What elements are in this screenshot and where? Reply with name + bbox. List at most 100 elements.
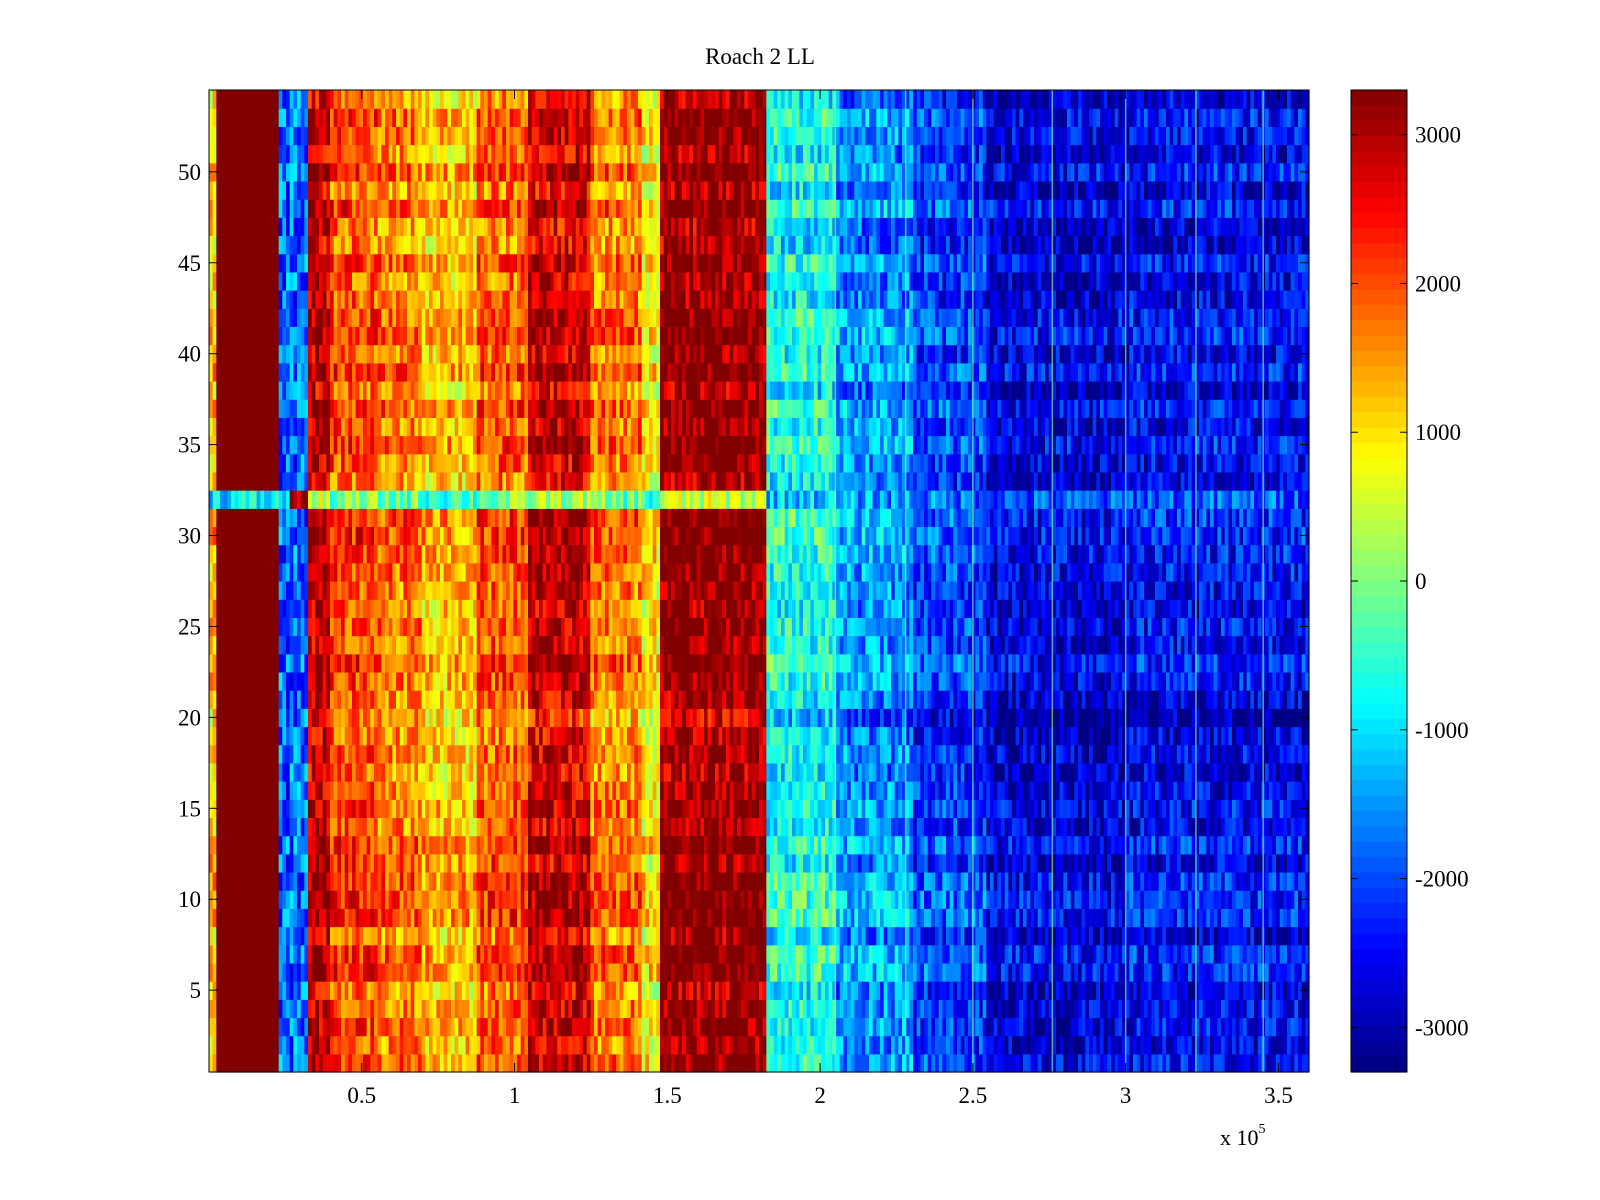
heatmap-cell: [748, 926, 753, 946]
heatmap-cell: [722, 999, 727, 1019]
heatmap-cell: [1239, 1017, 1244, 1037]
heatmap-cell: [231, 817, 236, 837]
heatmap-cell: [843, 871, 848, 891]
heatmap-cell: [821, 871, 826, 891]
heatmap-cell: [1188, 1017, 1193, 1037]
heatmap-cell: [293, 908, 298, 928]
heatmap-cell: [638, 871, 643, 891]
heatmap-cell: [1114, 999, 1119, 1019]
heatmap-cell: [396, 1035, 401, 1055]
heatmap-cell: [388, 799, 393, 819]
heatmap-cell: [1213, 871, 1218, 891]
heatmap-cell: [359, 944, 364, 964]
heatmap-cell: [385, 890, 390, 909]
heatmap-cell: [381, 781, 386, 800]
heatmap-cell: [385, 835, 390, 855]
heatmap-cell: [839, 762, 844, 782]
heatmap-cell: [913, 981, 918, 1000]
heatmap-cell: [726, 999, 731, 1019]
heatmap-cell: [1052, 835, 1057, 855]
heatmap-cell: [781, 999, 786, 1019]
heatmap-cell: [887, 1053, 892, 1073]
heatmap-cell: [1041, 853, 1046, 873]
heatmap-cell: [1239, 908, 1244, 928]
heatmap-cell: [348, 835, 353, 855]
heatmap-cell: [755, 817, 760, 837]
heatmap-cell: [817, 871, 822, 891]
heatmap-cell: [872, 944, 877, 964]
heatmap-cell: [1070, 926, 1075, 946]
heatmap-cell: [825, 1017, 830, 1037]
heatmap-cell: [696, 962, 701, 982]
heatmap-cell: [986, 962, 991, 982]
heatmap-cell: [685, 908, 690, 928]
heatmap-cell: [1224, 799, 1229, 819]
heatmap-cell: [854, 944, 859, 964]
heatmap-cell: [1162, 926, 1167, 946]
heatmap-cell: [740, 799, 745, 819]
heatmap-cell: [462, 1017, 467, 1037]
heatmap-cell: [949, 781, 954, 800]
heatmap-cell: [293, 890, 298, 909]
heatmap-cell: [726, 908, 731, 928]
heatmap-cell: [927, 1035, 932, 1055]
heatmap-cell: [1287, 944, 1292, 964]
heatmap-cell: [704, 999, 709, 1019]
heatmap-cell: [773, 999, 778, 1019]
heatmap-cell: [909, 908, 914, 928]
heatmap-cell: [806, 944, 811, 964]
heatmap-cell: [1092, 944, 1097, 964]
heatmap-cell: [638, 1035, 643, 1055]
heatmap-cell: [843, 762, 848, 782]
heatmap-cell: [711, 908, 716, 928]
heatmap-cell: [568, 799, 573, 819]
heatmap-cell: [223, 999, 228, 1019]
heatmap-cell: [1085, 1017, 1090, 1037]
heatmap-cell: [825, 962, 830, 982]
heatmap-cell: [876, 762, 881, 782]
heatmap-cell: [286, 1053, 291, 1073]
heatmap-cell: [1100, 944, 1105, 964]
heatmap-cell: [810, 1017, 815, 1037]
heatmap-cell: [990, 799, 995, 819]
heatmap-cell: [601, 999, 606, 1019]
heatmap-cell: [418, 1035, 423, 1055]
heatmap-cell: [487, 1053, 492, 1073]
heatmap-cell: [286, 871, 291, 891]
heatmap-cell: [366, 817, 371, 837]
heatmap-cell: [1188, 853, 1193, 873]
heatmap-cell: [333, 835, 338, 855]
heatmap-cell: [517, 835, 522, 855]
heatmap-cell: [414, 1053, 419, 1073]
heatmap-cell: [392, 908, 397, 928]
heatmap-cell: [553, 871, 558, 891]
heatmap-cell: [744, 1035, 749, 1055]
heatmap-cell: [586, 871, 591, 891]
heatmap-cell: [396, 890, 401, 909]
heatmap-cell: [242, 853, 247, 873]
heatmap-cell: [1070, 1035, 1075, 1055]
heatmap-cell: [982, 1017, 987, 1037]
heatmap-cell: [370, 1035, 375, 1055]
heatmap-cell: [315, 817, 320, 837]
heatmap-cell: [539, 981, 544, 1000]
heatmap-cell: [1202, 799, 1207, 819]
heatmap-cell: [1173, 908, 1178, 928]
heatmap-cell: [341, 817, 346, 837]
heatmap-cell: [902, 944, 907, 964]
heatmap-cell: [308, 1053, 313, 1073]
heatmap-cell: [997, 1035, 1002, 1055]
heatmap-cell: [1188, 835, 1193, 855]
heatmap-cell: [656, 781, 661, 800]
heatmap-cell: [1213, 799, 1218, 819]
heatmap-cell: [968, 999, 973, 1019]
heatmap-cell: [590, 1035, 595, 1055]
heatmap-cell: [1257, 817, 1262, 837]
heatmap-cell: [1001, 926, 1006, 946]
heatmap-cell: [1078, 962, 1083, 982]
heatmap-cell: [260, 799, 265, 819]
heatmap-cell: [1114, 962, 1119, 982]
heatmap-cell: [817, 835, 822, 855]
heatmap-cell: [341, 1017, 346, 1037]
heatmap-cell: [513, 981, 518, 1000]
